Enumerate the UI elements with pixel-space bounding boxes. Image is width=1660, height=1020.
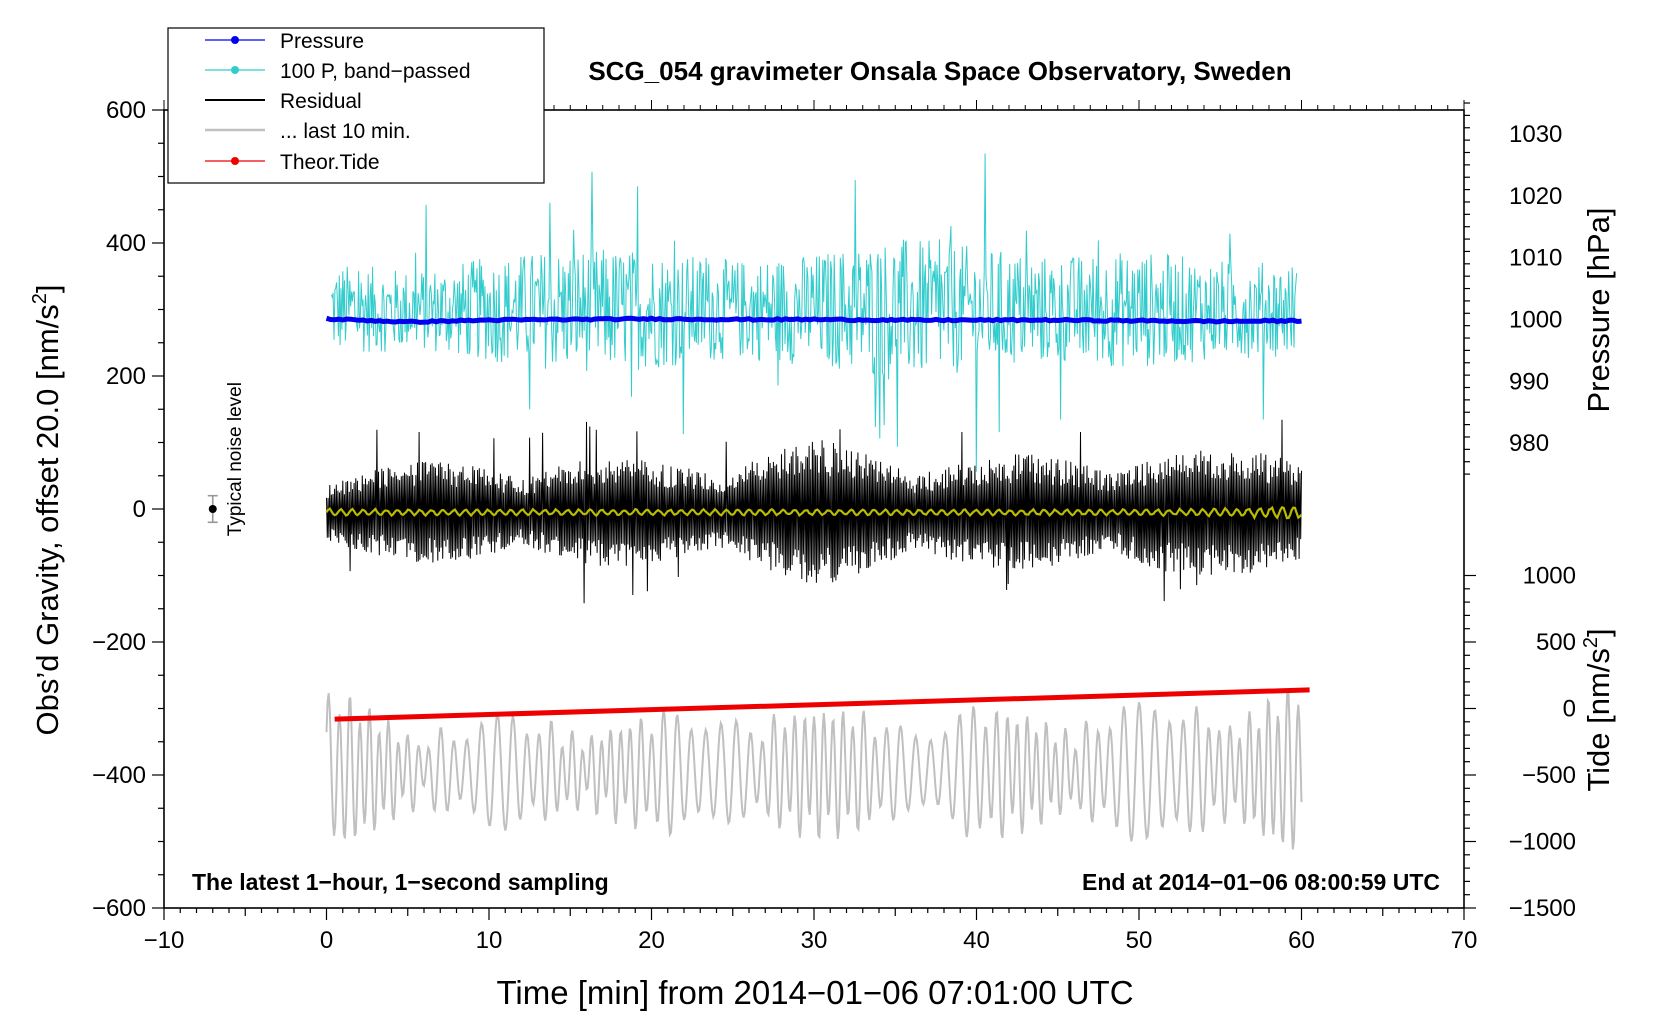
tide-axis-label-close: ] <box>1581 628 1616 637</box>
legend-marker-theor-tide <box>231 157 239 165</box>
legend-item-band-passed: 100 P, band−passed <box>205 60 471 83</box>
pressure-tick-labels: 980 990 1000 1010 1020 1030 <box>1509 121 1562 457</box>
pressure-axis-label: Pressure [hPa] <box>1581 207 1616 412</box>
legend-item-pressure: Pressure <box>205 30 364 53</box>
y-tick-label: 0 <box>133 496 146 523</box>
x-tick-label: 30 <box>801 927 828 954</box>
y-tick-label: −600 <box>92 895 146 922</box>
tide-tick-label: 1000 <box>1523 563 1576 590</box>
tide-tick-label: 0 <box>1563 696 1576 723</box>
y-axis-label-left-sup: 2 <box>29 293 51 304</box>
y-axis-label-left-main: Obs’d Gravity, offset 20.0 [nm/s <box>30 304 65 735</box>
x-tick-label: 70 <box>1451 927 1478 954</box>
y-axis-label-left: Obs’d Gravity, offset 20.0 [nm/s2] <box>29 284 65 735</box>
tide-tick-label: −1000 <box>1509 829 1576 856</box>
tide-tick-label: −500 <box>1522 762 1576 789</box>
series-layer <box>325 153 1310 850</box>
series-last-10-min <box>325 688 1303 850</box>
x-tick-label: −10 <box>144 927 185 954</box>
legend-marker-pressure <box>231 36 239 44</box>
tide-tick-label: 500 <box>1536 629 1576 656</box>
x-tick-label: 40 <box>963 927 990 954</box>
tide-tick-labels: −1500 −1000 −500 0 500 1000 <box>1509 563 1576 923</box>
x-axis-label: Time [min] from 2014−01−06 07:01:00 UTC <box>496 974 1133 1011</box>
tide-axis-label-sup: 2 <box>1580 637 1602 648</box>
noise-level-indicator: Typical noise level <box>207 382 246 536</box>
annotation-end-time: End at 2014−01−06 08:00:59 UTC <box>1082 869 1440 895</box>
pressure-tick-label: 1000 <box>1509 306 1562 333</box>
series-residual <box>326 419 1302 604</box>
x-tick-labels: −10 0 10 20 30 40 50 60 70 <box>144 927 1478 954</box>
legend-item-theor-tide: Theor.Tide <box>205 151 380 174</box>
series-band-passed <box>330 153 1298 472</box>
chart-title: SCG_054 gravimeter Onsala Space Observat… <box>588 56 1291 86</box>
legend-box <box>167 27 545 184</box>
tide-axis-label: Tide [nm/s2] <box>1580 628 1616 791</box>
y-tick-label: −200 <box>92 629 146 656</box>
legend-label-residual: Residual <box>280 90 362 113</box>
y-tick-label: 400 <box>106 230 146 257</box>
annotation-sampling: The latest 1−hour, 1−second sampling <box>192 869 609 895</box>
legend-marker-band-passed <box>231 66 239 74</box>
noise-level-label: Typical noise level <box>225 382 246 536</box>
y-tick-label: 200 <box>106 363 146 390</box>
pressure-tick-label: 990 <box>1509 368 1549 395</box>
x-tick-label: 0 <box>320 927 333 954</box>
series-theor-tide <box>334 687 1310 722</box>
series-mean <box>325 505 1303 521</box>
x-tick-label: 10 <box>476 927 503 954</box>
x-tick-label: 50 <box>1126 927 1153 954</box>
legend-item-last-10-min: ... last 10 min. <box>205 120 411 143</box>
x-tick-label: 20 <box>638 927 665 954</box>
legend-label-pressure: Pressure <box>280 30 364 53</box>
pressure-tick-label: 1030 <box>1509 121 1562 148</box>
legend-label-theor-tide: Theor.Tide <box>280 151 380 174</box>
tide-tick-label: −1500 <box>1509 895 1576 922</box>
y-tick-label: 600 <box>106 97 146 124</box>
legend: Pressure 100 P, band−passed Residual ...… <box>167 27 545 184</box>
y-tick-labels: −600 −400 −200 0 200 400 600 <box>92 97 146 922</box>
x-tick-label: 60 <box>1288 927 1315 954</box>
legend-label-band-passed: 100 P, band−passed <box>280 60 471 83</box>
y-axis-label-left-close: ] <box>30 284 65 293</box>
pressure-tick-label: 1020 <box>1509 183 1562 210</box>
y-tick-label: −400 <box>92 762 146 789</box>
series-pressure <box>325 315 1302 325</box>
noise-level-dot <box>208 505 217 513</box>
pressure-tick-label: 1010 <box>1509 245 1562 272</box>
legend-item-residual: Residual <box>205 90 362 113</box>
legend-label-last-10-min: ... last 10 min. <box>280 120 411 143</box>
pressure-tick-label: 980 <box>1509 430 1549 457</box>
tide-axis-label-main: Tide [nm/s <box>1581 648 1616 792</box>
